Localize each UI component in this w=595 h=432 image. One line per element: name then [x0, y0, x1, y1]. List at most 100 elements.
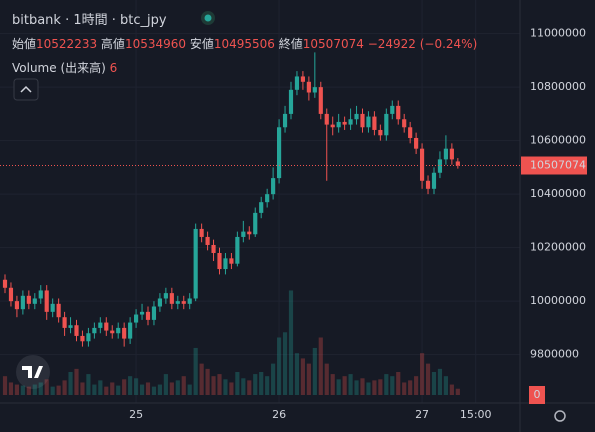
candle-body: [151, 306, 157, 320]
volume-bar: [378, 379, 383, 395]
volume-bar: [360, 378, 365, 395]
volume-bar: [56, 385, 61, 395]
volume-bar: [265, 376, 270, 395]
close-value: 10507074: [302, 37, 364, 51]
volume-bar: [211, 376, 216, 395]
volume-bar: [259, 372, 264, 395]
candle-body: [455, 161, 460, 166]
candle-body: [402, 119, 407, 128]
candle-body: [133, 314, 139, 323]
open-label: 始値: [12, 37, 37, 51]
volume-bar: [139, 384, 145, 395]
volume-bar: [449, 384, 454, 395]
y-tick-label: 10800000: [530, 80, 586, 93]
candle-body: [86, 333, 91, 342]
candle-body: [324, 113, 329, 125]
last-price-label: 10507074: [530, 159, 586, 172]
volume-bar: [330, 374, 335, 395]
volume-bar: [32, 384, 37, 395]
volume-bar: [151, 386, 157, 395]
candle-body: [265, 194, 270, 203]
candle-body: [44, 290, 49, 312]
volume-bar: [455, 388, 460, 395]
candle-body: [300, 76, 305, 82]
candle-body: [163, 293, 168, 299]
volume-bar: [408, 380, 413, 395]
low-label: 安値: [189, 37, 214, 51]
volume-bar: [199, 363, 204, 395]
candle-body: [181, 301, 186, 304]
candle-body: [306, 81, 311, 93]
volume-bar: [128, 376, 133, 395]
candle-body: [372, 116, 377, 130]
volume-bar: [110, 382, 115, 395]
volume-bar: [229, 382, 234, 395]
candle-body: [342, 121, 347, 125]
volume-bar: [26, 386, 31, 395]
candle-body: [110, 330, 115, 334]
candle-body: [241, 231, 246, 237]
candle-body: [366, 116, 371, 128]
volume-bar: [271, 363, 276, 395]
candle-body: [92, 327, 97, 334]
close-label: 終値: [278, 37, 303, 51]
candle-body: [116, 327, 121, 334]
candle-body: [414, 137, 419, 149]
candle-body: [68, 325, 73, 328]
candle-body: [443, 148, 448, 160]
volume-bar: [443, 376, 448, 395]
y-tick-label: 9800000: [530, 348, 579, 361]
candle-body: [14, 301, 20, 310]
volume-bar: [38, 382, 43, 395]
y-tick-label: 10000000: [530, 294, 586, 307]
collapse-button[interactable]: [13, 78, 39, 101]
volume-label: Volume (出来高): [12, 61, 106, 75]
volume-bar: [193, 347, 198, 395]
volume-bar: [44, 379, 49, 395]
settings-icon[interactable]: [554, 410, 566, 422]
ohlc-line: 始値10522233 高値10534960 安値10495506 終値10507…: [12, 35, 477, 52]
candle-body: [330, 124, 335, 128]
volume-bar: [276, 337, 282, 395]
volume-bar: [133, 378, 139, 395]
candle-body: [378, 129, 383, 136]
volume-bar: [74, 368, 79, 395]
candle-body: [312, 87, 317, 93]
volume-bar: [122, 379, 127, 395]
volume-bar: [2, 376, 8, 395]
volume-bar: [157, 384, 163, 395]
candle-body: [205, 236, 210, 245]
candle-body: [259, 202, 264, 213]
volume-bar: [425, 363, 431, 395]
logo-badge[interactable]: [16, 355, 50, 389]
volume-bar: [205, 368, 210, 395]
volume-bar: [372, 380, 377, 395]
candle-body: [390, 105, 395, 114]
volume-bar: [396, 372, 401, 395]
volume-bar: [348, 374, 353, 395]
open-value: 10522233: [36, 37, 98, 51]
volume-bar: [384, 374, 389, 395]
candle-body: [419, 148, 425, 181]
volume-bar: [163, 374, 168, 395]
candle-body: [74, 325, 79, 336]
candle-body: [38, 290, 43, 299]
x-tick-label: 26: [272, 408, 286, 421]
candle-body: [98, 322, 103, 328]
volume-value: 6: [109, 61, 118, 75]
volume-bar: [324, 363, 329, 395]
volume-bar: [181, 376, 186, 395]
candle-body: [199, 228, 204, 237]
candle-body: [157, 298, 163, 307]
candle-body: [348, 119, 353, 125]
candle-body: [32, 298, 37, 304]
candle-body: [26, 295, 31, 304]
volume-tick-label: 0: [534, 388, 541, 401]
volume-line: Volume (出来高) 6: [12, 59, 117, 76]
volume-bar: [235, 372, 240, 395]
last-price-box: [521, 156, 587, 175]
low-value: 10495506: [213, 37, 275, 51]
x-tick-label: 15:00: [460, 408, 492, 421]
